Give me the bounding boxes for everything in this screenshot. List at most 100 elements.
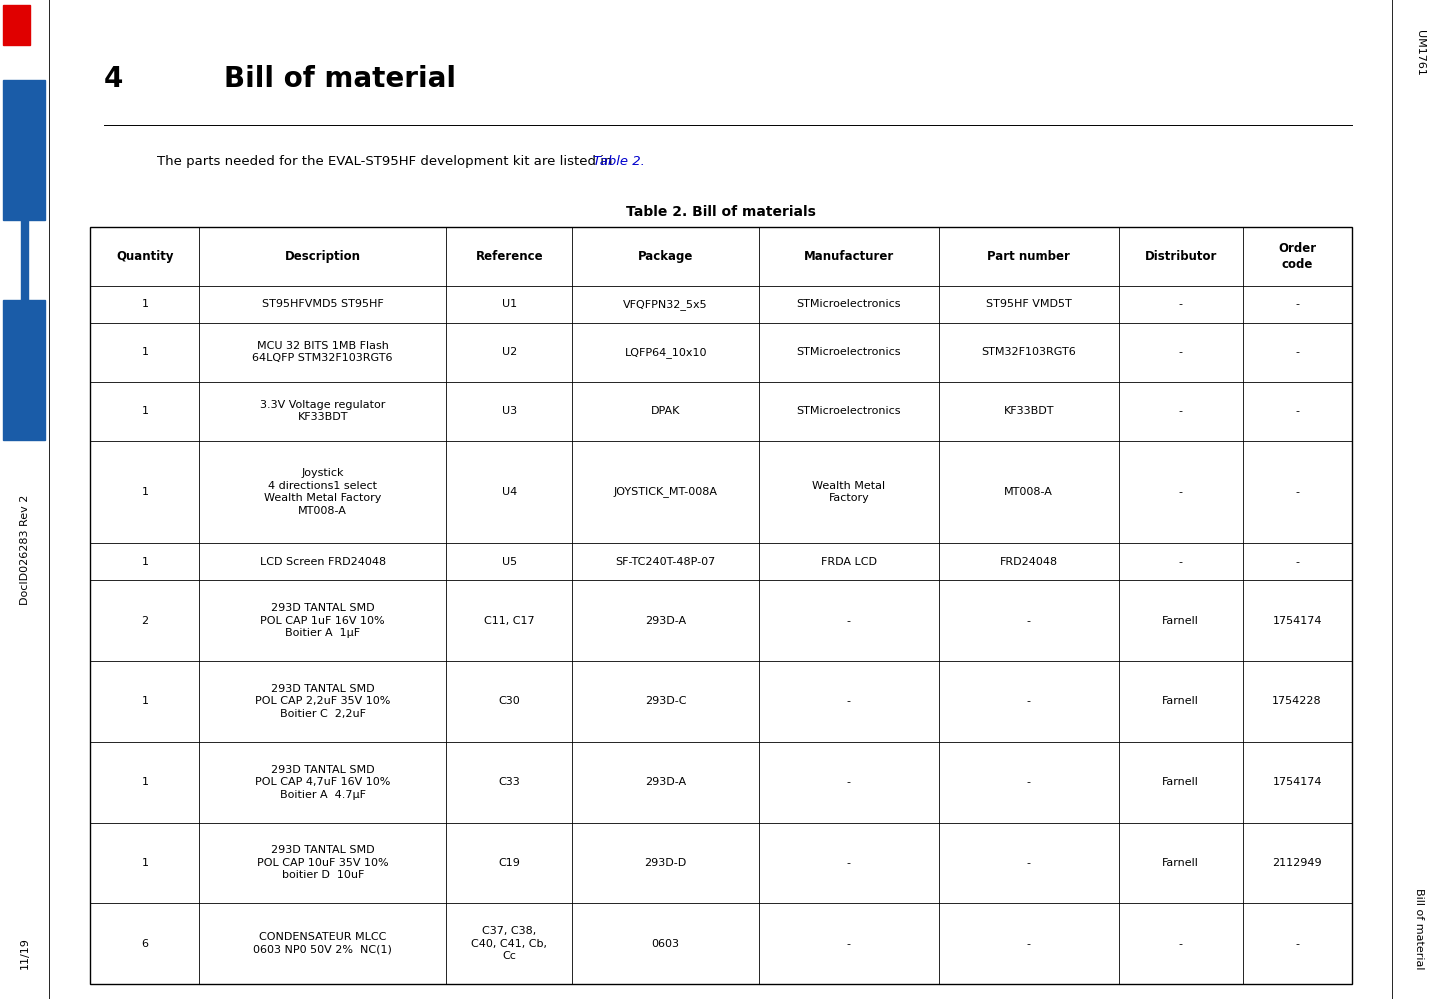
Text: SF-TC240T-48P-07: SF-TC240T-48P-07 <box>615 556 716 566</box>
Text: DRAFT: DRAFT <box>514 417 983 742</box>
Text: ST95HF VMD5T: ST95HF VMD5T <box>985 300 1072 310</box>
Text: Wealth Metal
Factory: Wealth Metal Factory <box>812 481 886 503</box>
Text: 1: 1 <box>142 858 149 868</box>
Text: 1754174: 1754174 <box>1272 777 1323 787</box>
Text: The parts needed for the EVAL-ST95HF development kit are listed in: The parts needed for the EVAL-ST95HF dev… <box>158 155 616 168</box>
Text: -: - <box>1295 556 1299 566</box>
Text: -: - <box>1178 407 1182 417</box>
Text: UM1761: UM1761 <box>1415 30 1424 76</box>
Text: U2: U2 <box>502 348 517 358</box>
Text: MCU 32 BITS 1MB Flash
64LQFP STM32F103RGT6: MCU 32 BITS 1MB Flash 64LQFP STM32F103RG… <box>252 341 394 364</box>
Text: MT008-A: MT008-A <box>1004 487 1053 497</box>
Text: -: - <box>846 615 851 625</box>
Text: -: - <box>1027 858 1030 868</box>
Text: C30: C30 <box>498 696 519 706</box>
Text: Package: Package <box>638 250 693 263</box>
Text: -: - <box>1295 348 1299 358</box>
Text: 6: 6 <box>142 939 149 949</box>
Text: 1754228: 1754228 <box>1272 696 1323 706</box>
Text: 293D TANTAL SMD
POL CAP 1uF 16V 10%
Boitier A  1µF: 293D TANTAL SMD POL CAP 1uF 16V 10% Boit… <box>260 603 385 638</box>
Text: JOYSTICK_MT-008A: JOYSTICK_MT-008A <box>614 487 718 498</box>
Text: U5: U5 <box>502 556 517 566</box>
Text: Description: Description <box>285 250 360 263</box>
Text: -: - <box>1027 615 1030 625</box>
Text: Distributor: Distributor <box>1145 250 1217 263</box>
Text: 293D-A: 293D-A <box>645 777 686 787</box>
Polygon shape <box>3 80 45 440</box>
Text: C19: C19 <box>498 858 519 868</box>
Text: STMicroelectronics: STMicroelectronics <box>797 348 901 358</box>
Text: 2112949: 2112949 <box>1272 858 1323 868</box>
Text: 293D-A: 293D-A <box>645 615 686 625</box>
Text: -: - <box>1027 777 1030 787</box>
Text: 1: 1 <box>142 777 149 787</box>
Text: Quantity: Quantity <box>116 250 174 263</box>
Bar <box>90 227 1351 984</box>
Text: Part number: Part number <box>987 250 1071 263</box>
Text: -: - <box>1178 556 1182 566</box>
Text: U4: U4 <box>502 487 517 497</box>
Text: ST95HFVMD5 ST95HF: ST95HFVMD5 ST95HF <box>262 300 383 310</box>
Text: -: - <box>1178 300 1182 310</box>
Text: VFQFPN32_5x5: VFQFPN32_5x5 <box>624 299 708 310</box>
Text: FRDA LCD: FRDA LCD <box>820 556 877 566</box>
Text: C33: C33 <box>498 777 519 787</box>
Text: 1754174: 1754174 <box>1272 615 1323 625</box>
Text: -: - <box>1295 300 1299 310</box>
Text: STMicroelectronics: STMicroelectronics <box>797 300 901 310</box>
Text: DPAK: DPAK <box>651 407 680 417</box>
Text: -: - <box>1295 407 1299 417</box>
Text: 1: 1 <box>142 696 149 706</box>
Text: Farnell: Farnell <box>1162 696 1200 706</box>
Text: 1: 1 <box>142 348 149 358</box>
Text: STMicroelectronics: STMicroelectronics <box>797 407 901 417</box>
Text: -: - <box>1178 487 1182 497</box>
Text: U3: U3 <box>502 407 517 417</box>
Text: Farnell: Farnell <box>1162 615 1200 625</box>
Text: -: - <box>846 858 851 868</box>
Text: C37, C38,
C40, C41, Cb,
Cc: C37, C38, C40, C41, Cb, Cc <box>472 926 547 961</box>
Text: 4: 4 <box>104 65 123 93</box>
Text: 1: 1 <box>142 487 149 497</box>
Text: 0603: 0603 <box>651 939 680 949</box>
Text: Farnell: Farnell <box>1162 777 1200 787</box>
Text: LCD Screen FRD24048: LCD Screen FRD24048 <box>259 556 386 566</box>
Text: 1: 1 <box>142 556 149 566</box>
Text: 2: 2 <box>142 615 149 625</box>
Text: 3.3V Voltage regulator
KF33BDT: 3.3V Voltage regulator KF33BDT <box>260 400 385 423</box>
Text: -: - <box>1178 939 1182 949</box>
Text: Table 2. Bill of materials: Table 2. Bill of materials <box>627 205 816 219</box>
Text: KF33BDT: KF33BDT <box>1003 407 1053 417</box>
Text: STM32F103RGT6: STM32F103RGT6 <box>981 348 1077 358</box>
Text: C11, C17: C11, C17 <box>483 615 534 625</box>
Text: 293D TANTAL SMD
POL CAP 2,2uF 35V 10%
Boitier C  2,2uF: 293D TANTAL SMD POL CAP 2,2uF 35V 10% Bo… <box>255 684 391 719</box>
Text: 11/19: 11/19 <box>20 937 30 969</box>
Text: -: - <box>846 777 851 787</box>
Text: -: - <box>1027 696 1030 706</box>
Text: LQFP64_10x10: LQFP64_10x10 <box>625 347 708 358</box>
Text: -: - <box>846 696 851 706</box>
Text: 293D-D: 293D-D <box>644 858 687 868</box>
Text: 293D-C: 293D-C <box>645 696 686 706</box>
Text: Order
code: Order code <box>1278 242 1317 271</box>
Text: -: - <box>1178 348 1182 358</box>
Text: 293D TANTAL SMD
POL CAP 10uF 35V 10%
boitier D  10uF: 293D TANTAL SMD POL CAP 10uF 35V 10% boi… <box>258 845 389 880</box>
Text: Bill of material: Bill of material <box>224 65 456 93</box>
Text: 1: 1 <box>142 300 149 310</box>
Text: 1: 1 <box>142 407 149 417</box>
Text: Joystick
4 directions1 select
Wealth Metal Factory
MT008-A: Joystick 4 directions1 select Wealth Met… <box>263 469 382 515</box>
Text: Manufacturer: Manufacturer <box>803 250 894 263</box>
Text: Reference: Reference <box>476 250 543 263</box>
Text: Table 2.: Table 2. <box>593 155 645 168</box>
Text: CONDENSATEUR MLCC
0603 NP0 50V 2%  NC(1): CONDENSATEUR MLCC 0603 NP0 50V 2% NC(1) <box>253 932 392 955</box>
Text: DocID026283 Rev 2: DocID026283 Rev 2 <box>20 495 30 604</box>
Text: 293D TANTAL SMD
POL CAP 4,7uF 16V 10%
Boitier A  4.7µF: 293D TANTAL SMD POL CAP 4,7uF 16V 10% Bo… <box>255 765 391 799</box>
Bar <box>3 5 30 45</box>
Text: -: - <box>1295 487 1299 497</box>
Text: -: - <box>1295 939 1299 949</box>
Text: U1: U1 <box>502 300 517 310</box>
Text: -: - <box>1027 939 1030 949</box>
Text: Farnell: Farnell <box>1162 858 1200 868</box>
Text: -: - <box>846 939 851 949</box>
Text: FRD24048: FRD24048 <box>1000 556 1058 566</box>
